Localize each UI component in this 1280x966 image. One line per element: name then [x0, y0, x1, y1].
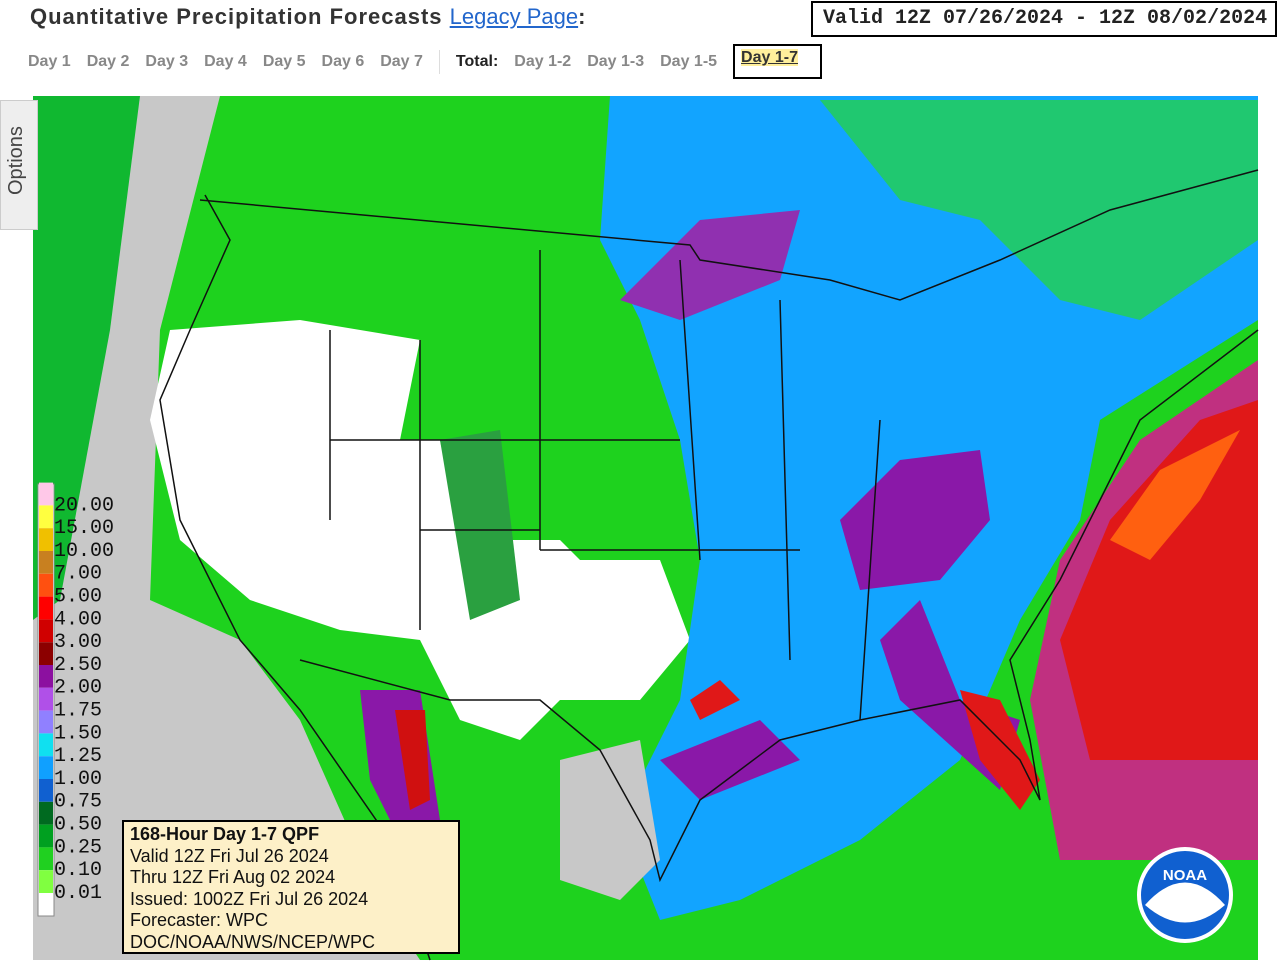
legend-label: 0.01: [54, 882, 102, 905]
day-tab[interactable]: Day 5: [262, 52, 306, 70]
legend-label: 0.75: [54, 791, 102, 814]
legend-label: 3.00: [54, 631, 102, 654]
noaa-text: NOAA: [1163, 867, 1207, 884]
separator: [438, 49, 440, 74]
total-tab[interactable]: Day 1-3: [587, 52, 645, 70]
legend-label: 0.50: [54, 813, 102, 836]
total-tab-label: Day 1-7: [741, 49, 798, 66]
info-line: DOC/NOAA/NWS/NCEP/WPC: [130, 931, 376, 952]
legend-label: 1.25: [54, 745, 102, 768]
legend-swatch: [39, 847, 53, 871]
legend-label: 7.00: [54, 563, 102, 586]
day-tab[interactable]: Day 4: [204, 52, 247, 70]
mexico-gray: [560, 740, 660, 900]
legend-swatch: [39, 756, 53, 779]
ocean-west: [33, 96, 420, 960]
legend-label: 2.50: [54, 654, 102, 677]
border-north: [199, 169, 1259, 301]
info-line: Issued: 1002Z Fri Jul 26 2024: [130, 888, 369, 909]
state-lines: [329, 250, 881, 721]
info-box: 168-Hour Day 1-7 QPF Valid 12Z Fri Jul 26…: [122, 820, 460, 954]
total-tab-selected[interactable]: Day 1-7: [733, 44, 822, 79]
day-tab[interactable]: Day 7: [380, 52, 423, 70]
day-tab[interactable]: Day 3: [145, 52, 189, 70]
legend-swatch: [39, 528, 53, 551]
legend-swatch: [39, 551, 53, 574]
info-line: Forecaster: WPC: [130, 910, 269, 930]
legend-label: 0.10: [54, 859, 102, 882]
valid-period: Valid 12Z 07/26/2024 - 12Z 08/02/2024: [811, 1, 1277, 37]
legend-label: 15.00: [54, 517, 114, 540]
rockies-rain: [440, 430, 520, 620]
noaa-gull: [1145, 882, 1225, 923]
legend-label: 20.00: [54, 494, 114, 517]
info-line: Thru 12Z Fri Aug 02 2024: [130, 867, 336, 887]
day-tab[interactable]: Day 2: [86, 52, 130, 70]
midwest-purple: [620, 210, 800, 320]
total-tab[interactable]: Day 1-2: [514, 52, 572, 70]
legend-swatch: [39, 619, 53, 643]
atlantic-red: [1060, 400, 1258, 760]
total-tab[interactable]: Day 1-5: [660, 52, 718, 70]
legend: 20.0015.0010.007.005.004.003.002.502.001…: [39, 482, 114, 905]
tabs: Day 1 Day 2 Day 3 Day 4 Day 5 Day 6 Day 7 Total…: [28, 44, 822, 79]
legacy-link[interactable]: Legacy Page: [449, 4, 579, 29]
pacific-rain: [33, 96, 140, 620]
options-tab[interactable]: Options: [0, 100, 38, 230]
northeast-green: [820, 100, 1258, 320]
south-coast: [299, 329, 1259, 883]
legend-label: 10.00: [54, 540, 114, 563]
legend-label: 4.00: [54, 608, 102, 631]
legend-label: 2.00: [54, 677, 102, 700]
legend-swatch: [39, 596, 53, 620]
day-tab[interactable]: Day 1: [28, 52, 71, 70]
west-coast: [159, 194, 431, 961]
boundaries: [159, 169, 1259, 961]
legend-swatch: [39, 824, 53, 848]
legend-swatch: [39, 801, 53, 825]
southeast-purple: [660, 450, 1020, 800]
legend-swatch: [39, 642, 53, 665]
options-label: Options: [5, 126, 27, 195]
legend-swatch: [39, 573, 53, 597]
atlantic-orange: [1110, 430, 1240, 560]
title: Quantitative Precipitation Forecasts: [30, 4, 443, 29]
legend-label: 5.00: [54, 585, 102, 608]
legend-swatch: [39, 870, 53, 893]
day-tab[interactable]: Day 6: [321, 52, 365, 70]
legend-swatch: [39, 687, 53, 711]
legend-label: 1.00: [54, 768, 102, 791]
title-bar: Quantitative Precipitation Forecasts Leg…: [30, 4, 586, 30]
mexico-red: [395, 710, 430, 810]
legend-swatch: [39, 482, 53, 506]
legend-swatch: [39, 733, 53, 757]
legend-label: 1.50: [54, 722, 102, 745]
total-label: Total:: [455, 52, 499, 70]
colon: :: [578, 4, 587, 29]
legend-swatch: [39, 710, 53, 734]
florida-red: [690, 680, 1040, 810]
legend-label: 1.75: [54, 699, 102, 722]
legend-swatch: [39, 505, 53, 529]
info-line: Valid 12Z Fri Jul 26 2024: [130, 845, 329, 866]
legend-swatch: [39, 779, 53, 802]
legend-label: 0.25: [54, 836, 102, 859]
info-line: 168-Hour Day 1-7 QPF: [130, 824, 320, 844]
legend-swatch: [39, 665, 53, 688]
